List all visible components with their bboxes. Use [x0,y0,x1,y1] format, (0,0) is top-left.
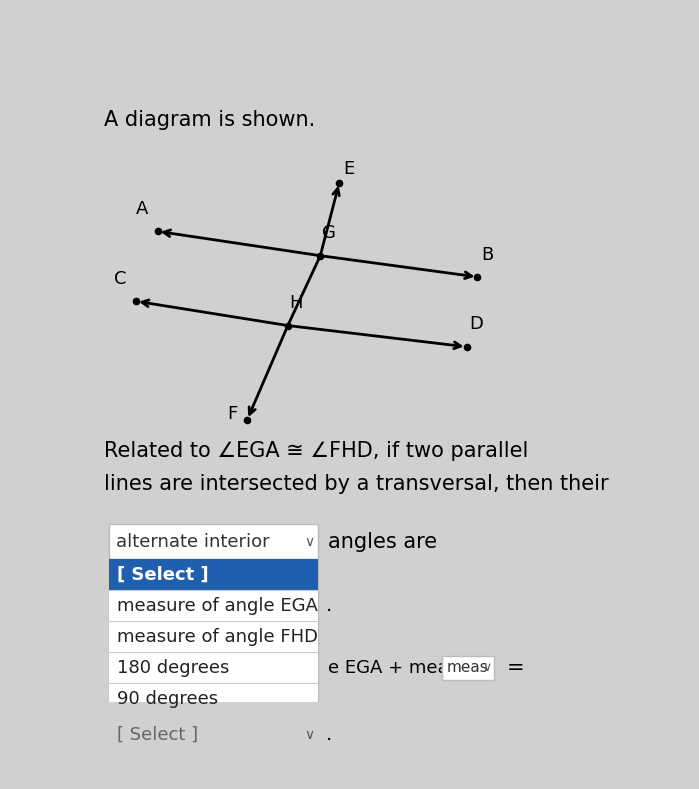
Text: B: B [481,245,493,264]
FancyBboxPatch shape [109,559,317,590]
Text: ∨: ∨ [305,535,315,549]
Text: E: E [343,160,354,178]
Text: alternate interior: alternate interior [115,533,269,551]
Text: e EGA + meas: e EGA + meas [329,659,459,677]
FancyBboxPatch shape [109,524,317,559]
Text: ∨: ∨ [482,661,491,675]
Text: G: G [322,224,336,242]
FancyBboxPatch shape [109,590,317,622]
FancyBboxPatch shape [109,653,317,683]
Text: =: = [507,658,525,678]
Text: angles are: angles are [329,532,438,552]
Text: D: D [470,316,483,334]
Text: lines are intersected by a transversal, then their: lines are intersected by a transversal, … [103,474,608,495]
Text: .: . [326,596,332,615]
Text: .: . [326,725,332,744]
Text: ∨: ∨ [305,727,315,742]
Text: Related to ∠EGA ≅ ∠FHD, if two parallel: Related to ∠EGA ≅ ∠FHD, if two parallel [103,441,528,461]
FancyBboxPatch shape [109,720,317,750]
Text: measure of angle FHD: measure of angle FHD [117,628,318,646]
Text: H: H [289,294,303,312]
FancyBboxPatch shape [442,656,493,679]
FancyBboxPatch shape [109,559,317,714]
Text: A: A [136,200,147,218]
Text: 90 degrees: 90 degrees [117,690,218,708]
Text: meas: meas [447,660,489,675]
Text: measure of angle EGA: measure of angle EGA [117,597,318,615]
Text: F: F [227,405,237,423]
FancyBboxPatch shape [109,622,317,653]
Text: [ Select ]: [ Select ] [117,566,209,584]
Text: C: C [114,270,126,288]
Text: [ Select ]: [ Select ] [117,726,199,744]
Text: A diagram is shown.: A diagram is shown. [103,110,315,130]
FancyBboxPatch shape [109,683,317,714]
Text: 180 degrees: 180 degrees [117,659,229,677]
